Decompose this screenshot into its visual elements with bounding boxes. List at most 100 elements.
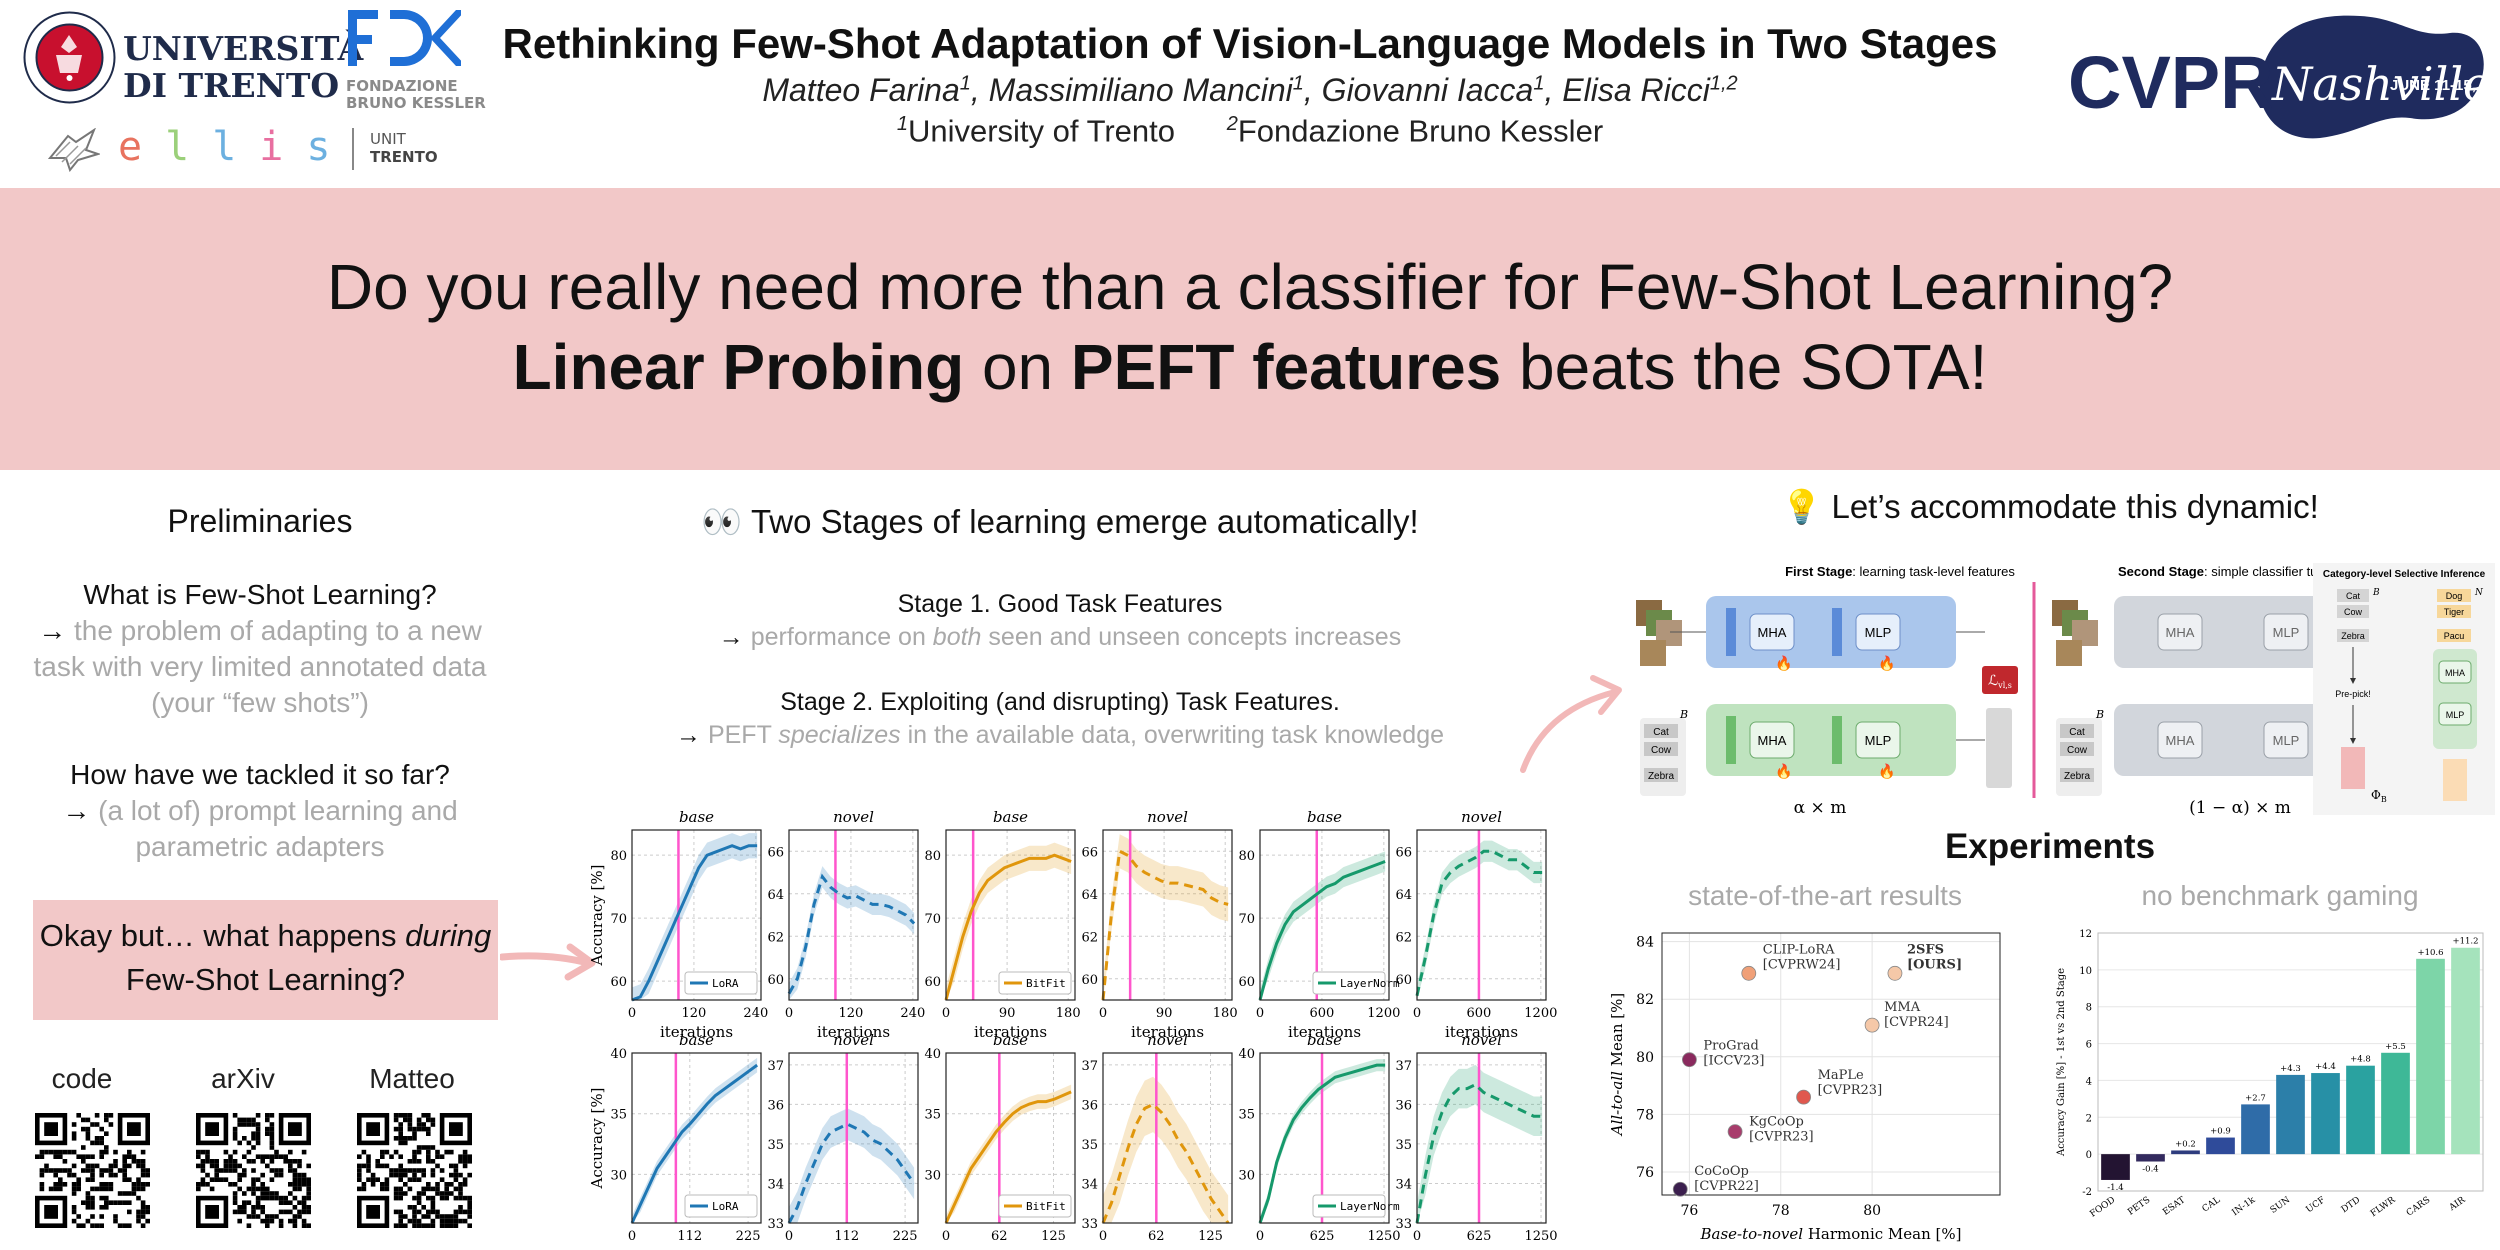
curve-plot-title: novel xyxy=(833,808,874,826)
scatter-point xyxy=(1673,1182,1687,1196)
cvpr-word: CVPR xyxy=(2068,41,2274,124)
qr-module xyxy=(421,1205,426,1210)
qr-module xyxy=(141,1223,146,1228)
class-label: Dog xyxy=(2446,591,2463,601)
qr-module xyxy=(86,1127,91,1132)
stage1-pre: performance on xyxy=(751,623,933,651)
during-fsl-callout: Okay but… what happens during Few-Shot L… xyxy=(33,900,498,1020)
legend-label: LayerNorm xyxy=(1340,1200,1400,1213)
affil-sup: 2 xyxy=(1227,113,1238,135)
qr-module xyxy=(99,1173,104,1178)
qr-module xyxy=(86,1154,91,1159)
qr-module xyxy=(270,1168,275,1173)
qr-module xyxy=(463,1177,468,1182)
qr-module xyxy=(233,1210,238,1215)
qr-module xyxy=(375,1164,380,1169)
qr-module xyxy=(265,1187,270,1192)
qr-module xyxy=(260,1159,265,1164)
x-tick-label: 125 xyxy=(1041,1229,1066,1240)
y-tick-label: 62 xyxy=(1395,930,1412,945)
qr-module xyxy=(109,1122,114,1127)
qr-module xyxy=(389,1168,394,1173)
y-tick-label: 30 xyxy=(610,1168,627,1183)
qr-module xyxy=(421,1145,426,1150)
x-tick-label: 0 xyxy=(785,1006,793,1021)
loss-sub: vl,s xyxy=(1997,681,2012,690)
qr-module xyxy=(408,1205,413,1210)
qr-module xyxy=(385,1150,390,1155)
qr-module xyxy=(426,1118,431,1123)
curve-plot-base: base6070800 90 180iterationsBitFit xyxy=(924,808,1080,1041)
qr-module xyxy=(122,1159,127,1164)
y-tick-label: 34 xyxy=(767,1177,784,1192)
qr-code-code[interactable] xyxy=(35,1113,150,1228)
qr-module xyxy=(431,1200,436,1205)
bar-value-label: +4.4 xyxy=(2315,1062,2336,1072)
bar-value-label: +4.8 xyxy=(2350,1055,2371,1065)
scatter-point xyxy=(1682,1053,1696,1067)
qr-module xyxy=(357,1187,362,1192)
y-tick-label: 0 xyxy=(2086,1150,2092,1161)
qr-module xyxy=(99,1182,104,1187)
qr-module xyxy=(201,1182,206,1187)
ellis-divider xyxy=(352,128,354,170)
qr-code-matteo[interactable] xyxy=(357,1113,472,1228)
qr-module xyxy=(302,1177,307,1182)
qr-module xyxy=(90,1122,95,1127)
qr-module xyxy=(375,1177,380,1182)
qr-module xyxy=(53,1187,58,1192)
qr-module xyxy=(109,1200,114,1205)
second-stage-caption: Second Stage: simple classifier tuning xyxy=(2118,564,2342,579)
qr-module xyxy=(67,1168,72,1173)
qr-module xyxy=(426,1210,431,1215)
qr-module xyxy=(302,1210,307,1215)
qr-module xyxy=(122,1168,127,1173)
n-set-symbol: N xyxy=(2474,588,2484,598)
qr-module xyxy=(454,1214,459,1219)
qr-module xyxy=(109,1182,114,1187)
stage1-title: Stage 1. Good Task Features xyxy=(560,588,1560,621)
ellis-bird-logo xyxy=(48,128,100,172)
class-label: Zebra xyxy=(2064,771,2091,782)
qr-module xyxy=(293,1196,298,1201)
y-axis-label: Accuracy [%] xyxy=(588,864,606,966)
qr-module xyxy=(127,1177,132,1182)
qr-module xyxy=(449,1219,454,1224)
prelim-a2-text: (a lot of) prompt learning and parametri… xyxy=(98,795,458,862)
qr-module xyxy=(122,1200,127,1205)
x-tick-label: 0 xyxy=(1413,1229,1421,1240)
qr-module xyxy=(288,1159,293,1164)
qr-module xyxy=(463,1210,468,1215)
gain-bar xyxy=(2381,1053,2410,1154)
qr-module xyxy=(104,1145,109,1150)
qr-module xyxy=(394,1118,399,1123)
qr-module xyxy=(90,1196,95,1201)
qr-module xyxy=(403,1182,408,1187)
mlp-label: MLP xyxy=(2446,710,2465,720)
bar-category-label: FOOD xyxy=(2088,1195,2117,1219)
qr-module xyxy=(136,1182,141,1187)
qr-module xyxy=(366,1168,371,1173)
qr-module xyxy=(233,1168,238,1173)
unitn-line2: DI TRENTO xyxy=(123,67,363,104)
qr-module xyxy=(95,1223,100,1228)
qr-module xyxy=(265,1214,270,1219)
qr-module xyxy=(417,1122,422,1127)
scatter-point xyxy=(1728,1125,1742,1139)
qr-module xyxy=(394,1191,399,1196)
qr-code-arxiv[interactable] xyxy=(196,1113,311,1228)
qr-module xyxy=(283,1210,288,1215)
qr-module xyxy=(72,1150,77,1155)
curve-plot-title: novel xyxy=(1461,808,1502,826)
y-tick-label: 6 xyxy=(2086,1040,2092,1051)
qr-module xyxy=(394,1196,399,1201)
qr-module xyxy=(357,1168,362,1173)
qr-module xyxy=(398,1191,403,1196)
x-tick-label: 0 xyxy=(1099,1006,1107,1021)
qr-finder xyxy=(205,1122,219,1136)
qr-module xyxy=(398,1131,403,1136)
qr-module xyxy=(201,1150,206,1155)
unitn-seal xyxy=(22,10,117,105)
scatter-point-label: 2SFS xyxy=(1907,942,1944,957)
qr-module xyxy=(417,1200,422,1205)
